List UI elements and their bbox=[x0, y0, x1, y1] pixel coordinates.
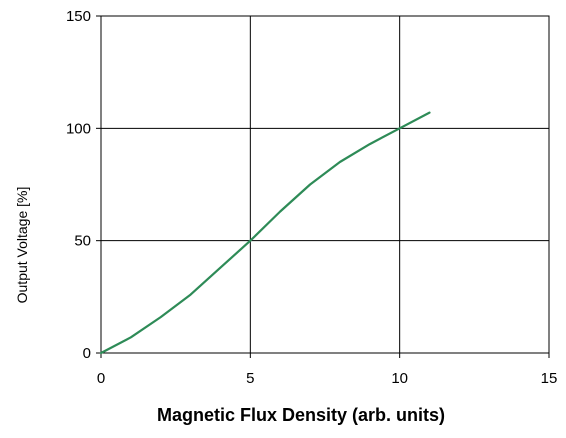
series-line bbox=[99, 111, 431, 355]
series-layer bbox=[99, 111, 431, 355]
y-tick-label: 100 bbox=[66, 120, 91, 137]
plot-area bbox=[100, 15, 550, 354]
x-tick-label: 0 bbox=[97, 370, 105, 387]
y-tick-label: 50 bbox=[74, 233, 91, 250]
x-tick-label: 5 bbox=[246, 370, 254, 387]
y-axis-title: Output Voltage [%] bbox=[14, 187, 30, 304]
gridlines bbox=[96, 15, 550, 358]
x-tick-label: 15 bbox=[541, 370, 558, 387]
y-tick-label: 150 bbox=[66, 8, 91, 25]
x-axis-title: Magnetic Flux Density (arb. units) bbox=[157, 405, 445, 425]
x-tick-label: 10 bbox=[391, 370, 408, 387]
y-tick-label: 0 bbox=[83, 345, 91, 362]
